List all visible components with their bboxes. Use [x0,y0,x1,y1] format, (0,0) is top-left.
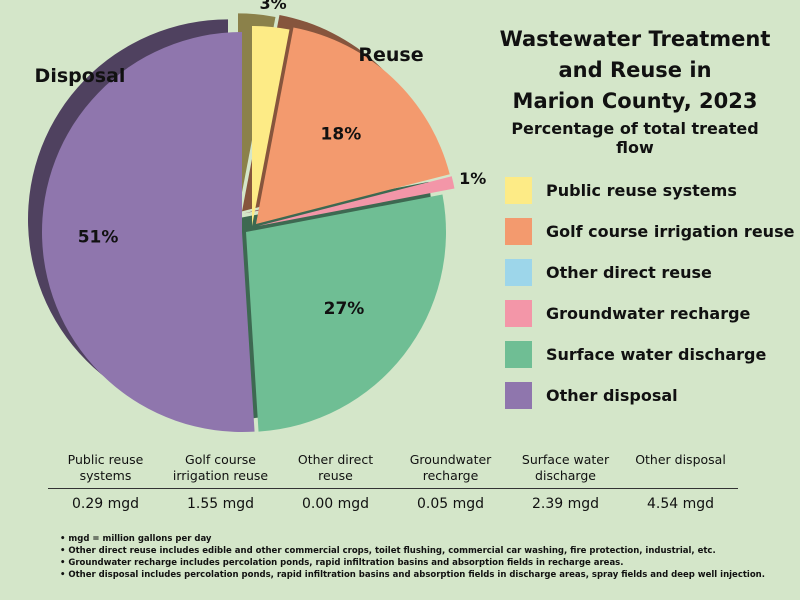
table-cell: 0.29 mgd [71,496,140,512]
legend-swatch [505,218,532,245]
chart-subtitle: Percentage of total treated flow [511,119,759,157]
legend-label: Other direct reuse [546,263,712,282]
table-header-cell: Other disposal [635,452,726,467]
legend-item-groundwater-recharge: Groundwater recharge [505,293,794,334]
pie-chart: 3% 18% 1% 27% 51% Reuse Disposal [27,0,486,432]
table-row: 0.29 mgd 1.55 mgd 0.00 mgd 0.05 mgd 2.39… [48,489,738,519]
pie-value-label: 18% [321,125,362,145]
legend-swatch [505,177,532,204]
legend-label: Other disposal [546,386,678,405]
footnote: • Groundwater recharge includes percolat… [60,558,624,568]
legend-swatch [505,259,532,286]
pie-slice-public-reuse-systems [252,26,290,226]
group-label-disposal: Disposal [35,65,126,87]
table-header-row: Public reuse systems Golf course irrigat… [48,452,738,489]
legend: Public reuse systems Golf course irrigat… [505,170,794,416]
legend-label: Golf course irrigation reuse [546,222,795,241]
table-cell: 0.05 mgd [416,496,485,512]
table-header-cell: Public reuse systems [67,452,144,483]
legend-item-golf-course: Golf course irrigation reuse [505,211,794,252]
pie-slice-golf-course-irrigation-reuse [256,27,450,225]
pie-slice-groundwater-recharge [258,176,455,226]
pie-slice-surface-water-discharge [246,194,446,432]
table-cell: 1.55 mgd [186,496,255,512]
footnote: • Other disposal includes percolation po… [60,570,765,580]
pie-value-label: 51% [78,228,119,248]
legend-label: Groundwater recharge [546,304,751,323]
legend-item-surface-water: Surface water discharge [505,334,794,375]
table-cell: 2.39 mgd [531,496,600,512]
pie-value-label: 3% [259,0,286,13]
footnote: • mgd = million gallons per day [60,534,212,544]
footnotes: • mgd = million gallons per day • Other … [60,533,765,581]
flow-table: Public reuse systems Golf course irrigat… [48,452,738,519]
table-header-cell: Groundwater recharge [409,452,492,483]
pie-slices [41,26,455,432]
legend-item-other-direct-reuse: Other direct reuse [505,252,794,293]
pie-value-label: 27% [324,299,365,319]
chart-title: Wastewater Treatment and Reuse in Marion… [499,27,771,113]
footnote: • Other direct reuse includes edible and… [60,546,716,556]
legend-swatch [505,382,532,409]
table-cell: 4.54 mgd [646,496,715,512]
legend-swatch [505,300,532,327]
legend-label: Surface water discharge [546,345,767,364]
table-cell: 0.00 mgd [301,496,370,512]
pie-value-label: 1% [459,169,486,188]
table-header-cell: Golf course irrigation reuse [172,452,269,483]
group-label-reuse: Reuse [358,44,423,66]
legend-swatch [505,341,532,368]
table-header-cell: Surface water discharge [521,452,610,483]
table-header-cell: Other direct reuse [297,452,374,483]
legend-item-public-reuse: Public reuse systems [505,170,794,211]
legend-label: Public reuse systems [546,181,737,200]
legend-item-other-disposal: Other disposal [505,375,794,416]
pie-slice-other-disposal [41,32,255,432]
